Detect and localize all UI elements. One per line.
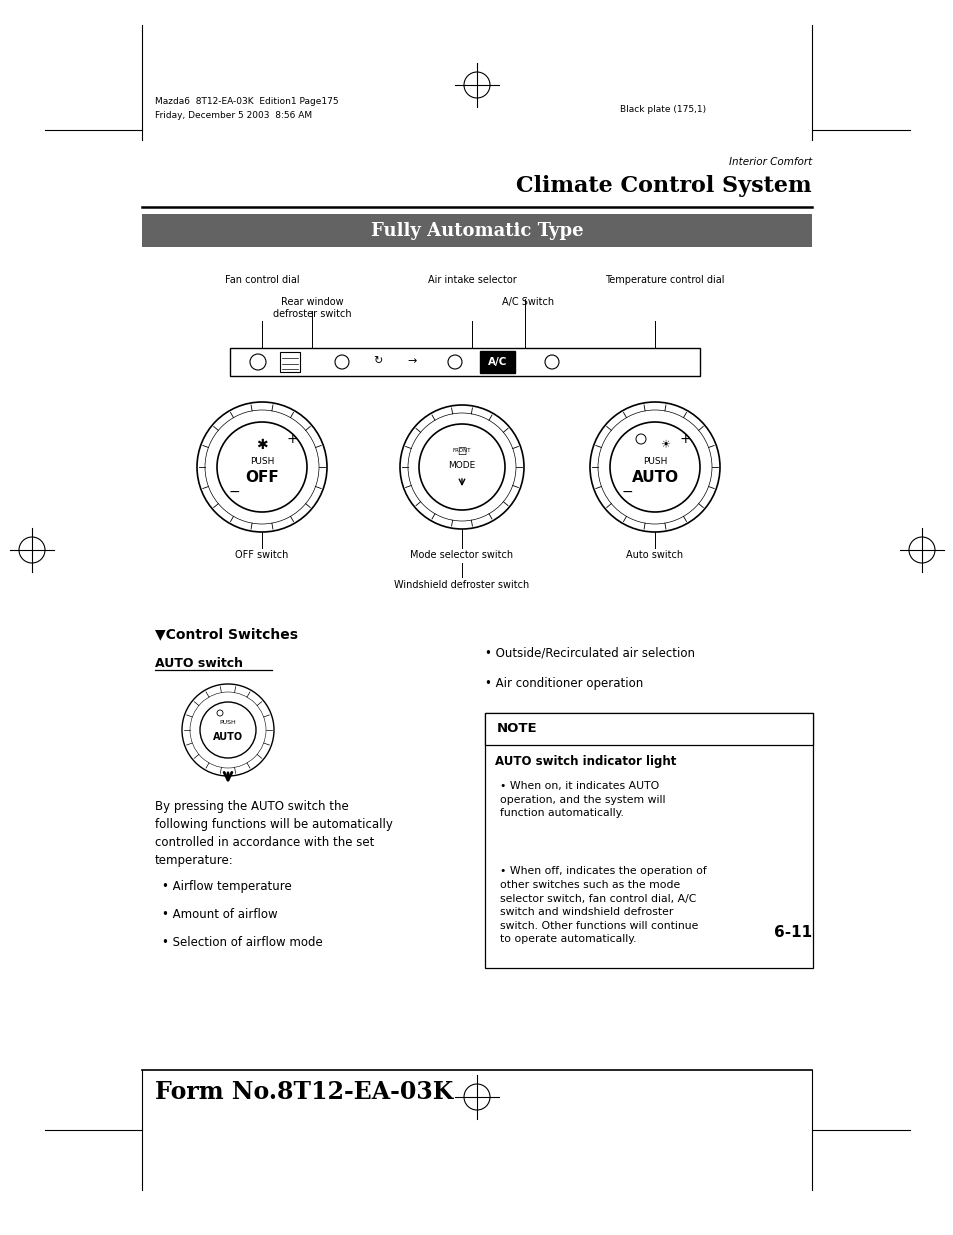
Text: • Airflow temperature: • Airflow temperature — [162, 881, 292, 893]
Circle shape — [216, 422, 307, 513]
Text: Windshield defroster switch: Windshield defroster switch — [394, 580, 529, 590]
Text: NOTE: NOTE — [497, 722, 537, 736]
Text: ☀: ☀ — [659, 440, 669, 450]
Text: □: □ — [456, 446, 466, 456]
Text: • Air conditioner operation: • Air conditioner operation — [484, 677, 642, 690]
Text: PUSH: PUSH — [219, 720, 236, 725]
Circle shape — [200, 701, 255, 758]
Text: +: + — [679, 432, 690, 446]
Text: →: → — [407, 356, 416, 366]
Text: Black plate (175,1): Black plate (175,1) — [619, 105, 705, 114]
Text: • Amount of airflow: • Amount of airflow — [162, 908, 277, 921]
Text: ↻: ↻ — [373, 356, 382, 366]
Text: MODE: MODE — [448, 462, 476, 471]
Bar — [280, 352, 299, 372]
Text: By pressing the AUTO switch the
following functions will be automatically
contro: By pressing the AUTO switch the followin… — [154, 800, 393, 867]
Text: FRONT: FRONT — [453, 447, 471, 452]
Text: +: + — [286, 432, 297, 446]
Text: AUTO switch indicator light: AUTO switch indicator light — [495, 755, 676, 768]
Text: −: − — [620, 485, 632, 499]
Text: Interior Comfort: Interior Comfort — [728, 157, 811, 167]
Text: defroster switch: defroster switch — [273, 309, 351, 319]
Text: Fan control dial: Fan control dial — [225, 275, 299, 285]
Bar — [484, 713, 812, 968]
Text: Mode selector switch: Mode selector switch — [410, 550, 513, 559]
Text: A/C: A/C — [487, 357, 507, 367]
Text: Auto switch: Auto switch — [626, 550, 683, 559]
Text: PUSH: PUSH — [642, 457, 666, 466]
Text: AUTO switch: AUTO switch — [154, 657, 243, 671]
Text: OFF: OFF — [245, 469, 278, 484]
Text: • When off, indicates the operation of
other switches such as the mode
selector : • When off, indicates the operation of o… — [499, 867, 706, 945]
Bar — [479, 351, 515, 373]
Text: −: − — [228, 485, 239, 499]
Circle shape — [418, 424, 504, 510]
Text: Form No.8T12-EA-03K: Form No.8T12-EA-03K — [154, 1079, 453, 1104]
Text: • When on, it indicates AUTO
operation, and the system will
function automatical: • When on, it indicates AUTO operation, … — [499, 781, 665, 819]
Bar — [142, 214, 811, 247]
Bar — [230, 348, 700, 375]
Text: Fully Automatic Type: Fully Automatic Type — [371, 221, 582, 240]
Text: • Outside/Recirculated air selection: • Outside/Recirculated air selection — [484, 647, 695, 659]
Text: Temperature control dial: Temperature control dial — [604, 275, 724, 285]
Text: 6-11: 6-11 — [773, 925, 811, 940]
Text: AUTO: AUTO — [213, 732, 243, 742]
Text: ▼Control Switches: ▼Control Switches — [154, 627, 297, 641]
Text: ✱: ✱ — [256, 438, 268, 452]
Text: OFF switch: OFF switch — [235, 550, 289, 559]
Text: Climate Control System: Climate Control System — [516, 175, 811, 198]
Text: Air intake selector: Air intake selector — [427, 275, 516, 285]
Bar — [484, 713, 812, 745]
Text: Mazda6  8T12-EA-03K  Edition1 Page175: Mazda6 8T12-EA-03K Edition1 Page175 — [154, 98, 338, 106]
Text: Rear window: Rear window — [280, 296, 343, 308]
Text: A/C Switch: A/C Switch — [501, 296, 554, 308]
Text: AUTO: AUTO — [631, 469, 678, 484]
Circle shape — [609, 422, 700, 513]
Text: PUSH: PUSH — [250, 457, 274, 466]
Text: Friday, December 5 2003  8:56 AM: Friday, December 5 2003 8:56 AM — [154, 111, 312, 120]
Text: • Selection of airflow mode: • Selection of airflow mode — [162, 936, 322, 948]
